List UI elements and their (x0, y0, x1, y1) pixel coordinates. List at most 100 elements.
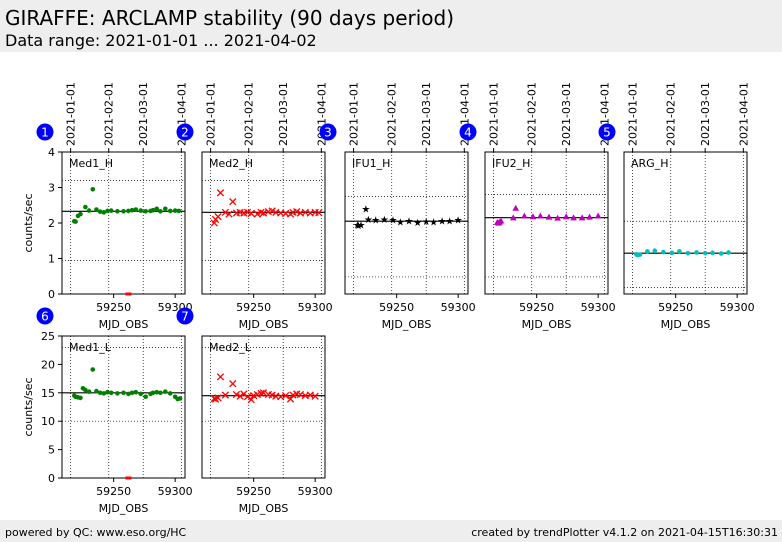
x-tick-label: 59300 (298, 301, 333, 314)
data-point (726, 250, 731, 255)
data-point (247, 209, 255, 218)
x-axis-label: MJD_OBS (382, 318, 432, 331)
panel-number-badge (319, 123, 337, 141)
data-point: ★ (380, 215, 389, 226)
panel-number-badge (459, 123, 477, 141)
panel-number: 6 (41, 310, 49, 324)
data-point (669, 250, 675, 256)
panel-label: IFU2_H (492, 157, 530, 170)
x-tick-label: 59300 (158, 485, 193, 498)
date-tick-label: 2021-01-01 (627, 82, 640, 146)
data-point (637, 252, 643, 257)
panel-label: Med1_L (69, 341, 112, 354)
panel-number: 7 (181, 310, 189, 324)
x-tick-label: 59250 (96, 301, 131, 314)
panel-label: IFU1_H (352, 157, 390, 170)
y-tick-label: 5 (48, 444, 55, 457)
date-tick-label: 2021-02-01 (526, 82, 539, 146)
y-tick-label: 0 (48, 472, 55, 485)
data-point (521, 212, 528, 219)
header-bar: GIRAFFE: ARCLAMP stability (90 days peri… (0, 0, 782, 52)
y-tick-label: 3 (48, 182, 55, 195)
x-axis-label: MJD_OBS (239, 318, 289, 331)
data-point (126, 208, 131, 214)
panel-number: 5 (603, 126, 611, 140)
data-point: ★ (429, 217, 438, 228)
data-point (257, 208, 265, 217)
data-point (529, 213, 537, 220)
x-axis-label: MJD_OBS (99, 502, 149, 515)
y-tick-label: 4 (48, 146, 55, 159)
data-point (73, 219, 78, 224)
data-point (229, 198, 237, 206)
data-point (225, 210, 233, 218)
y-tick-label: 25 (41, 330, 55, 343)
data-point: ★ (454, 216, 463, 227)
data-point (236, 392, 244, 400)
x-tick-label: 59250 (236, 485, 271, 498)
data-point (512, 204, 520, 211)
date-tick-label: 2021-03-01 (560, 82, 573, 146)
panel-number: 4 (464, 126, 472, 140)
x-tick-label: 59300 (298, 485, 333, 498)
date-tick-label: 2021-04-01 (737, 82, 750, 146)
data-point: ★ (357, 220, 366, 231)
data-point (537, 212, 544, 219)
data-point (115, 391, 120, 396)
chart-panel-7: Med2_L 7 59250 59300 MJD_OBS (176, 307, 333, 515)
data-point (97, 209, 103, 214)
data-point (94, 388, 99, 394)
data-point (554, 214, 561, 221)
data-point (90, 367, 96, 372)
data-point (232, 390, 241, 399)
date-tick-label: 2021-01-01 (205, 82, 218, 146)
data-point (78, 395, 83, 401)
footer-bar: powered by QC: www.eso.org/HC created by… (0, 520, 782, 542)
panel-label: Med2_H (209, 157, 253, 170)
footer-created-by: created by trendPlotter v4.1.2 on 2021-0… (471, 526, 778, 539)
data-point (90, 186, 96, 192)
date-tick-label: 2021-03-01 (699, 82, 712, 146)
plot-frame (61, 335, 186, 479)
data-point (129, 390, 135, 396)
data-point (143, 208, 148, 214)
panel-number-badge (36, 123, 54, 141)
data-point (497, 217, 505, 224)
date-tick-label: 2021-02-01 (386, 82, 399, 146)
data-point (562, 213, 570, 220)
data-range-subtitle: Data range: 2021-01-01 ... 2021-04-02 (5, 31, 317, 50)
data-point (281, 391, 290, 400)
data-point (97, 390, 103, 396)
data-point (685, 250, 691, 256)
data-point (129, 207, 135, 213)
panel-number-badge (36, 307, 54, 325)
x-axis-label: MJD_OBS (522, 318, 572, 331)
data-point (221, 208, 230, 217)
data-point (176, 208, 182, 214)
date-tick-label: 2021-02-01 (103, 82, 116, 146)
data-point: ★ (364, 215, 373, 226)
data-point (108, 390, 114, 396)
data-point (214, 212, 222, 221)
date-tick-label: 2021-03-01 (137, 82, 150, 146)
data-point: ★ (388, 216, 397, 227)
panel-number: 1 (41, 126, 49, 140)
panel-label: Med2_L (209, 341, 252, 354)
panel-label: ARG_H (631, 157, 668, 170)
data-point (78, 211, 83, 217)
y-tick-label: 2 (48, 217, 55, 230)
data-point (94, 207, 99, 212)
x-tick-label: 59250 (658, 301, 693, 314)
data-point (247, 395, 255, 404)
data-point (143, 394, 148, 400)
data-point (718, 251, 724, 256)
date-tick-label: 2021-03-01 (420, 82, 433, 146)
data-point (286, 395, 295, 403)
data-point (652, 248, 658, 253)
y-tick-label: 10 (41, 415, 55, 428)
data-point (105, 389, 110, 395)
data-point (257, 389, 265, 398)
data-point (83, 204, 88, 210)
